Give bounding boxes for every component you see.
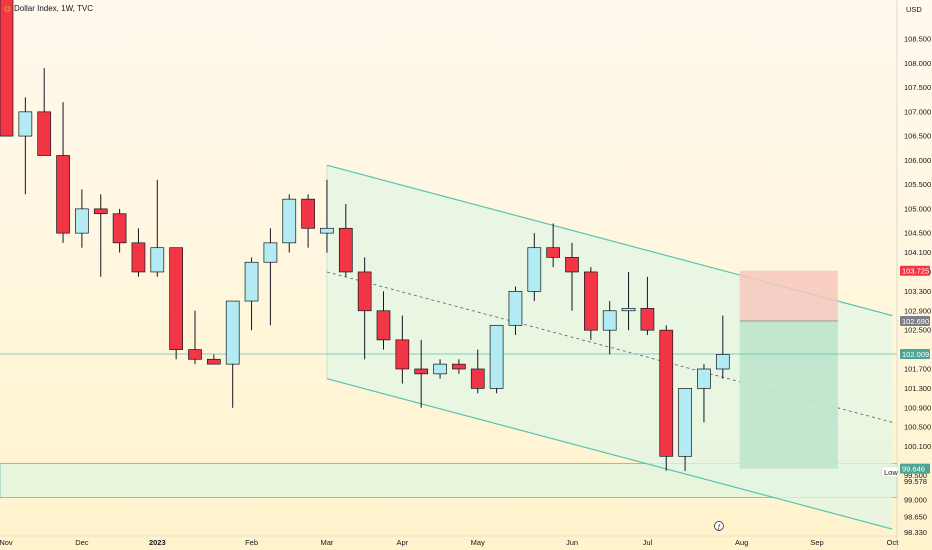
x-tick-label: Oct — [887, 538, 900, 547]
x-tick-label: Dec — [75, 538, 89, 547]
candle[interactable] — [621, 307, 636, 312]
y-tick-label: 104.500 — [904, 229, 931, 238]
low-label: Low — [884, 468, 898, 477]
candle[interactable] — [244, 261, 259, 302]
candle[interactable] — [188, 349, 202, 360]
candle[interactable] — [320, 227, 334, 234]
candle[interactable] — [470, 368, 485, 389]
chart-header: ◍ Dollar Index, 1W, TVC — [4, 4, 93, 13]
candle[interactable] — [93, 208, 108, 215]
y-tick-label: 102.900 — [904, 306, 931, 315]
y-tick-label: 98.650 — [904, 512, 927, 521]
candle[interactable] — [112, 213, 127, 244]
candle[interactable] — [0, 0, 14, 137]
y-tick-label: 99.500 — [904, 471, 927, 480]
x-tick-label: May — [471, 538, 485, 547]
candle[interactable] — [452, 363, 466, 370]
candle[interactable] — [75, 208, 89, 234]
candle[interactable] — [263, 242, 278, 263]
y-tick-label: 103.300 — [904, 287, 931, 296]
dollar-index-icon: ◍ — [4, 4, 11, 13]
candle[interactable] — [565, 257, 579, 273]
event-icon[interactable] — [714, 521, 724, 531]
y-tick-label: 108.500 — [904, 35, 931, 44]
candle[interactable] — [546, 247, 561, 258]
candle[interactable] — [282, 198, 297, 244]
x-tick-label: Apr — [397, 538, 409, 547]
candle[interactable] — [508, 291, 523, 326]
stop-price-badge-bg — [900, 265, 930, 276]
x-tick-label: Aug — [735, 538, 748, 547]
y-tick-label: 101.300 — [904, 384, 931, 393]
x-tick-label: Mar — [320, 538, 333, 547]
candle[interactable] — [715, 354, 730, 370]
candle[interactable] — [583, 271, 598, 331]
y-tick-label: 100.500 — [904, 423, 931, 432]
candle[interactable] — [37, 111, 52, 156]
candle[interactable] — [678, 388, 692, 457]
event-icon-glyph: ƒ — [718, 525, 721, 531]
stop-price-badge: 103.725 — [902, 267, 929, 276]
candle[interactable] — [207, 358, 221, 365]
x-tick-label: Jul — [643, 538, 653, 547]
candle[interactable] — [357, 271, 372, 312]
candle[interactable] — [640, 307, 655, 331]
candle[interactable] — [489, 324, 504, 389]
target-price-badge-bg — [900, 463, 930, 474]
candle[interactable] — [376, 310, 391, 341]
y-tick-label: 105.500 — [904, 180, 931, 189]
y-tick-label: 100.100 — [904, 442, 931, 451]
y-tick-label: 105.000 — [904, 204, 931, 213]
target-price-badge: 99.646 — [902, 465, 925, 474]
y-tick-label: 107.000 — [904, 107, 931, 116]
y-tick-label: 106.500 — [904, 132, 931, 141]
y-tick-label: 102.500 — [904, 326, 931, 335]
y-tick-label: 108.000 — [904, 59, 931, 68]
x-tick-label: 2023 — [149, 538, 166, 547]
y-tick-label: 98.330 — [904, 528, 927, 537]
candle[interactable] — [395, 339, 410, 370]
candle[interactable] — [338, 227, 353, 273]
candle[interactable] — [150, 247, 165, 273]
x-tick-label: Jun — [566, 538, 578, 547]
candle[interactable] — [602, 310, 617, 331]
take-profit-zone[interactable] — [739, 320, 838, 469]
chart-title: Dollar Index, 1W, TVC — [13, 4, 93, 13]
y-tick-label: 106.000 — [904, 156, 931, 165]
candle[interactable] — [131, 242, 146, 273]
currency-label: USD — [906, 5, 922, 14]
candle[interactable] — [697, 368, 711, 389]
y-tick-label: 107.500 — [904, 83, 931, 92]
candle[interactable] — [56, 155, 70, 234]
y-tick-label: 104.100 — [904, 248, 931, 257]
y-tick-label: 100.900 — [904, 403, 931, 412]
current-price-badge-bg — [900, 348, 930, 359]
candle[interactable] — [169, 247, 183, 350]
current-price-badge: 102.009 — [902, 350, 929, 359]
candle[interactable] — [527, 247, 542, 292]
low-label-bg — [881, 466, 899, 478]
candle[interactable] — [659, 329, 674, 457]
candle[interactable] — [414, 368, 429, 375]
y-tick-label: 101.700 — [904, 364, 931, 373]
entry-price-badge: 102.690 — [902, 317, 929, 326]
candle[interactable] — [225, 300, 240, 365]
x-tick-label: Sep — [810, 538, 823, 547]
x-tick-label: Feb — [245, 538, 258, 547]
candle[interactable] — [18, 111, 33, 137]
stop-loss-zone[interactable] — [739, 270, 838, 321]
candle[interactable] — [301, 198, 315, 229]
entry-price-badge-bg — [900, 315, 930, 326]
low-value: 99.578 — [904, 477, 927, 486]
y-tick-label: 99.000 — [904, 495, 927, 504]
x-tick-label: Nov — [0, 538, 13, 547]
candle[interactable] — [433, 363, 447, 375]
